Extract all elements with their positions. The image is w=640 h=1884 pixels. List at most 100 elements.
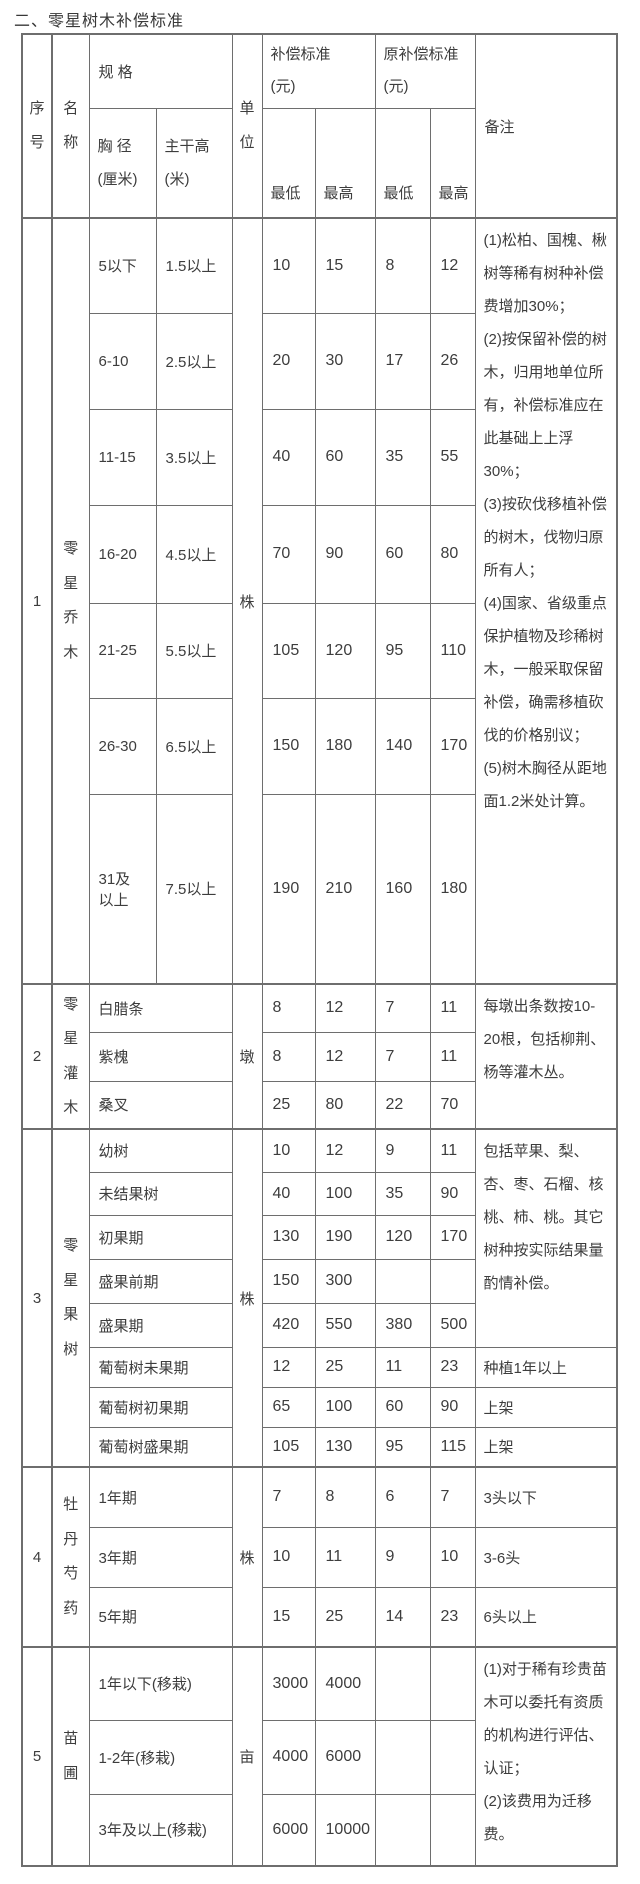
cell-spec: 3年及以上(移栽) — [88, 1793, 233, 1867]
col-header-trunk-height: 主干高 (米) — [155, 107, 233, 219]
cell-remark: 种植1年以上 — [474, 1346, 618, 1388]
cell-remark: 6头以上 — [474, 1586, 618, 1648]
cell-orig-min — [374, 1793, 431, 1867]
table-row: 5年期 15 25 14 23 6头以上 — [22, 1586, 618, 1648]
cell-seq: 3 — [21, 1128, 53, 1468]
cell-max: 90 — [314, 504, 376, 604]
cell-orig-min — [374, 1258, 431, 1304]
cell-orig-min: 35 — [374, 408, 431, 506]
cell-spec: 葡萄树初果期 — [88, 1386, 233, 1428]
table-row: 2 零星灌木 白腊条 墩 8 12 7 11 每墩出条数按10-20根，包括柳荆… — [21, 983, 618, 1130]
cell-name: 牡丹芍药 — [51, 1466, 90, 1648]
cell-orig-max: 55 — [429, 408, 476, 506]
cell-remark: 3头以下 — [474, 1466, 618, 1528]
cell-orig-max: 70 — [429, 1080, 476, 1130]
cell-max: 550 — [314, 1302, 376, 1348]
cell-max: 300 — [314, 1258, 376, 1304]
cell-orig-min: 22 — [374, 1080, 431, 1130]
table-row: 11-15 3.5以上 40 60 35 55 — [22, 408, 617, 506]
table-row: 未结果树 40 100 35 90 — [22, 1171, 617, 1216]
table-row: 初果期 130 190 120 170 — [22, 1214, 617, 1260]
cell-orig-min: 17 — [374, 312, 431, 410]
cell-max: 130 — [314, 1426, 376, 1468]
cell-min: 70 — [261, 504, 316, 604]
cell-max: 60 — [314, 408, 376, 506]
cell-orig-max — [429, 1793, 476, 1867]
cell-min: 150 — [261, 697, 316, 795]
cell-orig-max: 11 — [429, 983, 476, 1033]
cell-max: 6000 — [314, 1719, 376, 1795]
cell-orig-max: 110 — [429, 602, 476, 699]
cell-orig-max: 23 — [429, 1346, 476, 1388]
cell-orig-min: 120 — [374, 1214, 431, 1260]
table-row: 1-2年(移栽) 4000 6000 — [22, 1719, 617, 1795]
cell-name-label: 零星灌木 — [63, 995, 79, 1117]
cell-min: 150 — [261, 1258, 316, 1304]
cell-remark: 3-6头 — [474, 1526, 618, 1588]
cell-orig-min: 9 — [374, 1526, 431, 1588]
cell-seq: 1 — [21, 217, 53, 985]
cell-trunk: 1.5以上 — [155, 217, 233, 314]
cell-name: 苗圃 — [51, 1646, 90, 1867]
cell-min: 190 — [261, 793, 316, 985]
compensation-table: 序号 名称 规 格 单位 补偿标准 (元) 原补偿标准 (元) 备注 胸 径 (… — [21, 33, 619, 1867]
cell-dbh: 31及 以上 — [88, 793, 157, 985]
cell-trunk: 6.5以上 — [155, 697, 233, 795]
cell-dbh: 21-25 — [88, 602, 157, 699]
table-row: 葡萄树盛果期 105 130 95 115 上架 — [22, 1426, 618, 1468]
cell-spec: 5年期 — [88, 1586, 233, 1648]
cell-orig-max: 170 — [429, 1214, 476, 1260]
col-header-unit-label: 单位 — [239, 99, 255, 152]
cell-orig-max: 11 — [429, 1031, 476, 1082]
cell-spec: 盛果前期 — [88, 1258, 233, 1304]
cell-name: 零星乔木 — [51, 217, 90, 985]
cell-orig-min — [374, 1646, 431, 1721]
cell-max: 100 — [314, 1386, 376, 1428]
cell-trunk: 3.5以上 — [155, 408, 233, 506]
cell-min: 40 — [261, 1171, 316, 1216]
cell-orig-max: 90 — [429, 1171, 476, 1216]
cell-spec: 紫槐 — [88, 1031, 233, 1082]
cell-orig-min: 6 — [374, 1466, 431, 1528]
table-row: 桑叉 25 80 22 70 — [22, 1080, 617, 1130]
cell-spec: 白腊条 — [88, 983, 233, 1033]
cell-min: 130 — [261, 1214, 316, 1260]
cell-trunk: 5.5以上 — [155, 602, 233, 699]
cell-orig-min: 95 — [374, 1426, 431, 1468]
cell-min: 6000 — [261, 1793, 316, 1867]
cell-orig-min: 35 — [374, 1171, 431, 1216]
cell-remark: 每墩出条数按10-20根，包括柳荆、杨等灌木丛。 — [474, 983, 618, 1130]
cell-orig-min: 7 — [374, 983, 431, 1033]
cell-name: 零星果树 — [51, 1128, 90, 1468]
cell-spec: 1年期 — [88, 1466, 233, 1528]
cell-min: 8 — [261, 983, 316, 1033]
cell-remark: (1)松柏、国槐、楸树等稀有树种补偿费增加30%； (2)按保留补偿的树木，归用… — [474, 217, 618, 985]
cell-spec: 1年以下(移栽) — [88, 1646, 233, 1721]
col-header-spec: 规 格 — [88, 33, 233, 109]
cell-remark: 上架 — [474, 1386, 618, 1428]
cell-orig-min: 7 — [374, 1031, 431, 1082]
cell-max: 12 — [314, 983, 376, 1033]
col-header-max: 最高 — [314, 107, 376, 219]
cell-orig-min: 14 — [374, 1586, 431, 1648]
header-row-2: 胸 径 (厘米) 主干高 (米) 最低 最高 最低 最高 — [22, 107, 617, 219]
cell-dbh: 5以下 — [88, 217, 157, 314]
cell-seq: 4 — [21, 1466, 53, 1648]
cell-max: 4000 — [314, 1646, 376, 1721]
cell-spec: 盛果期 — [88, 1302, 233, 1348]
cell-max: 100 — [314, 1171, 376, 1216]
col-header-name: 名称 — [51, 33, 90, 219]
cell-orig-max: 80 — [429, 504, 476, 604]
cell-trunk: 7.5以上 — [155, 793, 233, 985]
cell-orig-max: 10 — [429, 1526, 476, 1588]
cell-min: 105 — [261, 602, 316, 699]
cell-max: 11 — [314, 1526, 376, 1588]
cell-max: 120 — [314, 602, 376, 699]
table-row: 31及 以上 7.5以上 190 210 160 180 — [22, 793, 617, 985]
cell-max: 30 — [314, 312, 376, 410]
cell-remark: (1)对于稀有珍贵苗木可以委托有资质的机构进行评估、认证； (2)该费用为迁移费… — [474, 1646, 618, 1867]
cell-trunk: 4.5以上 — [155, 504, 233, 604]
cell-min: 105 — [261, 1426, 316, 1468]
cell-orig-min: 60 — [374, 1386, 431, 1428]
